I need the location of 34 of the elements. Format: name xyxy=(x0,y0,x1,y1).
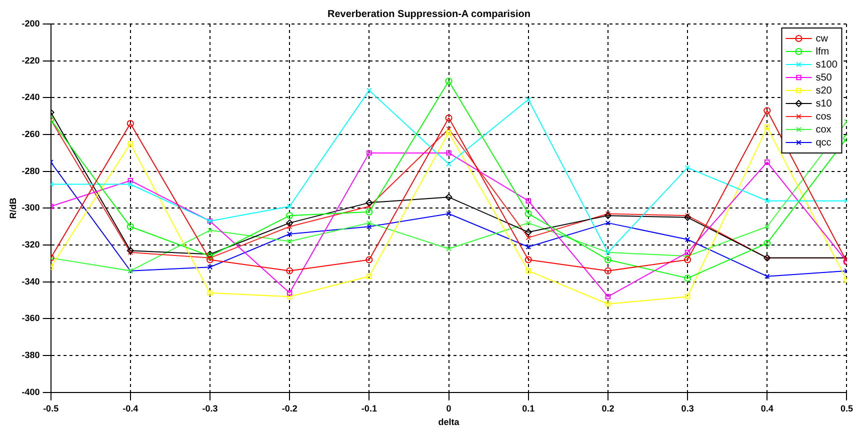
x-tick-label: -0.3 xyxy=(202,403,218,414)
x-axis-title: delta xyxy=(438,417,460,428)
x-tick-label: 0.3 xyxy=(681,403,694,414)
x-tick-label: -0.4 xyxy=(122,403,138,414)
y-tick-label: -380 xyxy=(22,350,40,360)
chart-title: Reverberation Suppression-A comparision xyxy=(327,8,531,20)
x-tick-label: -0.1 xyxy=(361,403,377,414)
y-axis-title: R/dB xyxy=(8,197,18,219)
y-tick-label: -400 xyxy=(22,386,40,397)
x-tick-label: 0.2 xyxy=(602,403,614,414)
y-tick-label: -300 xyxy=(22,202,40,213)
y-tick-label: -200 xyxy=(22,18,40,28)
legend-label: s20 xyxy=(816,85,832,96)
legend-label: s50 xyxy=(816,72,832,84)
legend-label: qcc xyxy=(816,137,832,148)
legend-label: cox xyxy=(816,124,832,136)
legend-label: s100 xyxy=(816,59,838,70)
x-tick-label: 0.1 xyxy=(522,403,535,414)
y-tick-label: -320 xyxy=(22,240,40,250)
legend-label: cw xyxy=(816,33,829,44)
y-tick-label: -240 xyxy=(22,92,40,102)
x-tick-label: 0.4 xyxy=(760,403,774,414)
y-tick-label: -360 xyxy=(22,313,40,324)
legend-label: cos xyxy=(816,111,832,122)
x-tick-label: 0.5 xyxy=(840,403,853,414)
y-tick-label: -220 xyxy=(22,55,40,66)
legend-label: lfm xyxy=(816,46,830,58)
legend-label: s10 xyxy=(816,98,832,110)
x-tick-label: -0.2 xyxy=(282,403,298,414)
y-tick-label: -260 xyxy=(22,129,40,140)
y-tick-label: -340 xyxy=(22,276,40,286)
y-tick-label: -280 xyxy=(22,166,40,176)
x-tick-label: -0.5 xyxy=(43,403,59,414)
x-tick-label: 0 xyxy=(446,403,452,414)
